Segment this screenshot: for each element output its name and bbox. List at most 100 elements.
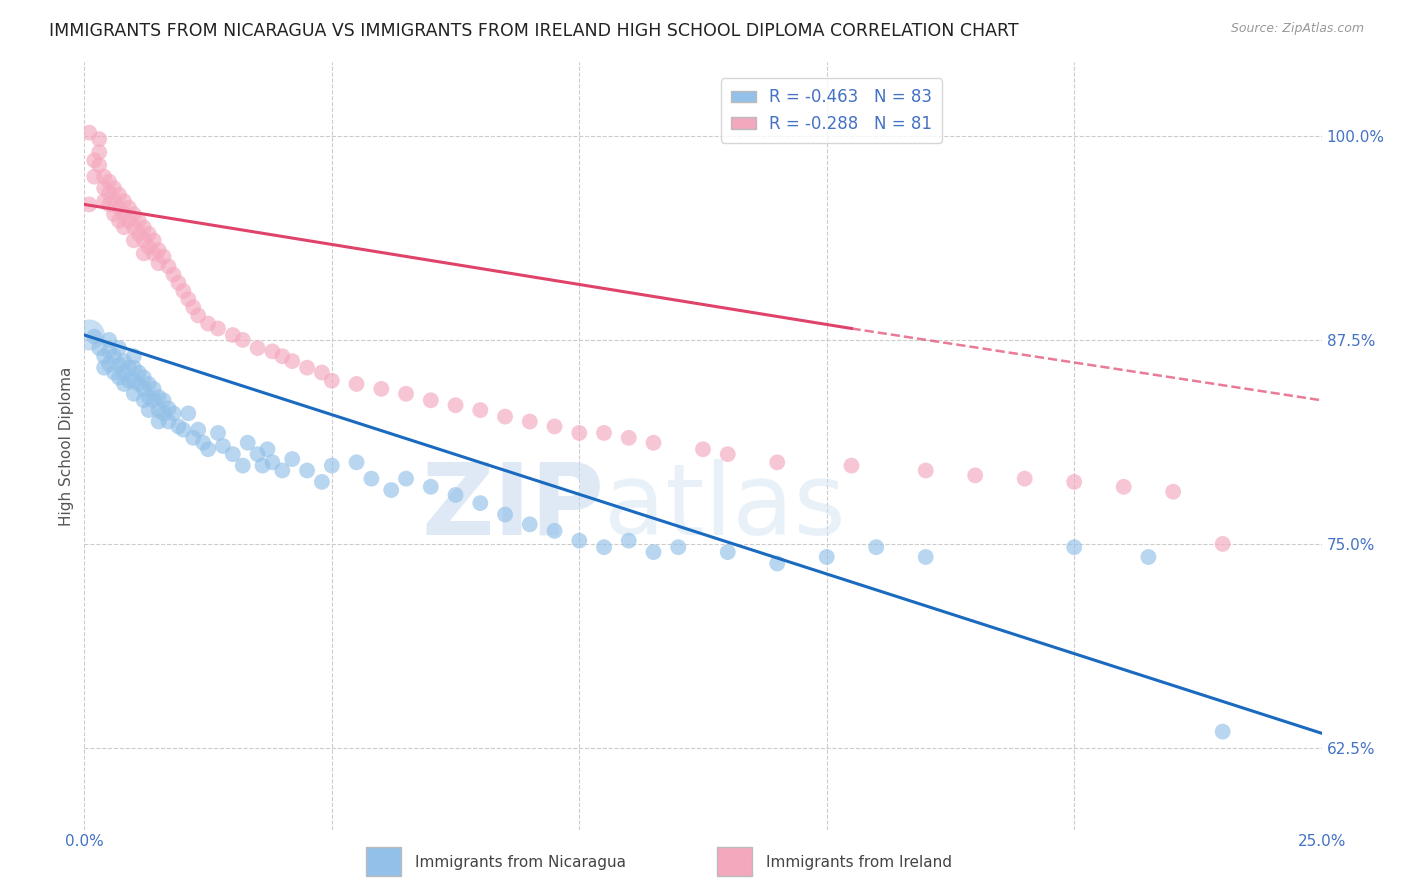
- Point: [181, 300, 204, 314]
- Point: [470, 496, 492, 510]
- Point: [262, 344, 284, 359]
- FancyBboxPatch shape: [717, 847, 752, 876]
- Point: [98, 358, 121, 372]
- Text: Source: ZipAtlas.com: Source: ZipAtlas.com: [1230, 22, 1364, 36]
- Point: [162, 406, 184, 420]
- Point: [444, 398, 467, 412]
- Point: [108, 213, 131, 227]
- Point: [112, 354, 135, 368]
- Point: [132, 393, 155, 408]
- Point: [103, 181, 125, 195]
- Point: [197, 442, 219, 457]
- Point: [79, 126, 101, 140]
- Point: [172, 284, 194, 298]
- Point: [118, 360, 141, 375]
- Point: [543, 419, 565, 434]
- Point: [232, 333, 254, 347]
- Point: [815, 549, 838, 564]
- Point: [148, 403, 170, 417]
- Point: [281, 354, 304, 368]
- Point: [122, 386, 145, 401]
- Point: [132, 220, 155, 235]
- Point: [965, 468, 987, 483]
- Point: [271, 349, 294, 363]
- Point: [519, 517, 541, 532]
- Point: [98, 186, 121, 200]
- Point: [643, 435, 665, 450]
- Point: [118, 201, 141, 215]
- Point: [162, 268, 184, 282]
- Point: [98, 344, 121, 359]
- Point: [118, 213, 141, 227]
- Point: [122, 374, 145, 388]
- Point: [177, 406, 200, 420]
- Point: [148, 243, 170, 257]
- Point: [79, 197, 101, 211]
- Point: [132, 246, 155, 260]
- Point: [108, 358, 131, 372]
- Point: [643, 545, 665, 559]
- Point: [717, 545, 740, 559]
- Point: [98, 333, 121, 347]
- Point: [122, 360, 145, 375]
- Text: Immigrants from Nicaragua: Immigrants from Nicaragua: [415, 855, 626, 870]
- Point: [181, 431, 204, 445]
- Point: [1161, 484, 1184, 499]
- Point: [617, 533, 640, 548]
- Point: [108, 201, 131, 215]
- Point: [157, 415, 180, 429]
- Point: [79, 328, 101, 343]
- Point: [1212, 537, 1234, 551]
- Point: [395, 386, 418, 401]
- Point: [865, 540, 887, 554]
- Point: [112, 376, 135, 391]
- Point: [108, 187, 131, 202]
- Point: [93, 181, 115, 195]
- Point: [222, 328, 245, 343]
- Point: [132, 370, 155, 384]
- Point: [419, 480, 441, 494]
- Point: [617, 431, 640, 445]
- Point: [470, 403, 492, 417]
- Point: [380, 483, 402, 497]
- Point: [148, 415, 170, 429]
- Point: [93, 194, 115, 209]
- Point: [93, 360, 115, 375]
- Point: [191, 435, 214, 450]
- Point: [138, 390, 160, 404]
- Point: [93, 169, 115, 184]
- Point: [252, 458, 274, 473]
- Point: [138, 403, 160, 417]
- Point: [148, 256, 170, 270]
- Point: [128, 213, 150, 227]
- Point: [83, 153, 105, 168]
- Point: [187, 309, 209, 323]
- Point: [142, 246, 165, 260]
- Point: [321, 374, 343, 388]
- Point: [1063, 475, 1085, 489]
- Point: [766, 557, 789, 571]
- Point: [112, 220, 135, 235]
- Point: [914, 549, 936, 564]
- Point: [346, 376, 368, 391]
- Text: Immigrants from Ireland: Immigrants from Ireland: [766, 855, 952, 870]
- Point: [103, 194, 125, 209]
- Point: [246, 341, 269, 355]
- Point: [593, 425, 616, 440]
- Point: [172, 423, 194, 437]
- Point: [370, 382, 392, 396]
- Point: [83, 329, 105, 343]
- Text: IMMIGRANTS FROM NICARAGUA VS IMMIGRANTS FROM IRELAND HIGH SCHOOL DIPLOMA CORRELA: IMMIGRANTS FROM NICARAGUA VS IMMIGRANTS …: [49, 22, 1019, 40]
- Point: [89, 132, 111, 146]
- Point: [519, 415, 541, 429]
- Point: [142, 382, 165, 396]
- Point: [132, 382, 155, 396]
- Point: [98, 197, 121, 211]
- Point: [89, 145, 111, 160]
- Point: [494, 508, 516, 522]
- Point: [152, 393, 174, 408]
- Point: [494, 409, 516, 424]
- Point: [311, 366, 333, 380]
- Point: [1212, 724, 1234, 739]
- Point: [256, 442, 278, 457]
